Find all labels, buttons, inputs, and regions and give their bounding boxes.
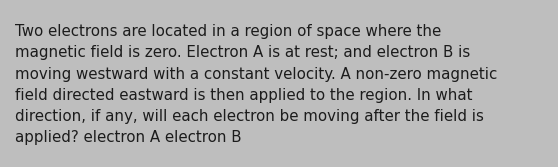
Text: Two electrons are located in a region of space where the
magnetic field is zero.: Two electrons are located in a region of… (16, 24, 498, 145)
